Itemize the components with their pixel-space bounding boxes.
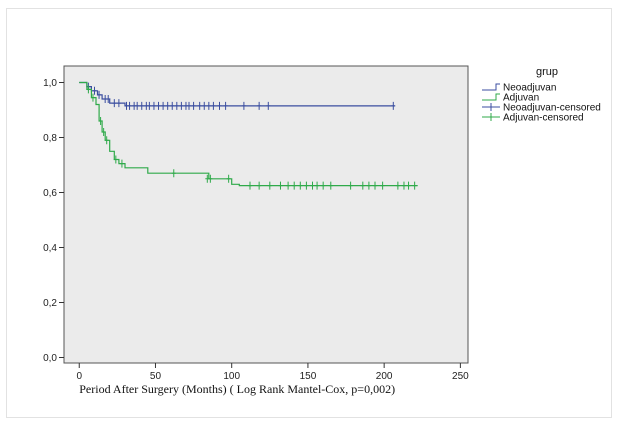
- censor-mark: [366, 181, 371, 190]
- censor-mark: [360, 181, 365, 190]
- censor-mark: [328, 181, 333, 190]
- legend-swatch-step: [482, 93, 500, 101]
- y-axis: 0,0 0,2 0,4 0,6 0,8 1,0: [43, 78, 64, 364]
- x-axis: 0 50 100 150 200 250: [76, 363, 469, 382]
- censor-mark: [101, 128, 106, 136]
- legend-label: Adjuvan: [503, 93, 539, 104]
- censor-mark: [187, 101, 192, 110]
- censor-mark: [206, 101, 211, 110]
- censor-mark: [217, 101, 222, 110]
- censor-mark: [266, 101, 271, 110]
- x-tick-label: 200: [376, 371, 393, 382]
- censor-mark: [174, 101, 179, 110]
- censor-mark: [241, 101, 246, 110]
- censor-mark: [104, 136, 109, 145]
- censor-mark: [147, 101, 152, 110]
- censor-mark: [171, 169, 176, 178]
- censor-mark: [119, 159, 124, 168]
- plot-area: [63, 65, 469, 364]
- censor-mark: [226, 174, 231, 183]
- x-tick-label: 250: [452, 371, 469, 382]
- censor-mark: [257, 101, 262, 110]
- legend-entry: Adjuvan-censored: [482, 113, 584, 124]
- censor-mark: [412, 181, 417, 190]
- x-tick-label: 100: [223, 371, 240, 382]
- legend-entry: Adjuvan: [482, 93, 539, 104]
- y-tick-label: 0,0: [43, 353, 57, 364]
- censor-mark: [202, 101, 207, 110]
- legend-entry: Neoadjuvan-censored: [482, 103, 601, 114]
- x-axis-label: Period After Surgery (Months) ( Log Rank…: [79, 382, 395, 396]
- censor-mark: [310, 181, 315, 190]
- censor-mark: [135, 101, 140, 110]
- censor-mark: [315, 181, 320, 190]
- series-adjuvan: [79, 81, 418, 190]
- x-tick-label: 150: [300, 371, 317, 382]
- censor-mark: [267, 181, 272, 190]
- censor-mark: [90, 93, 95, 102]
- censor-mark: [257, 181, 262, 190]
- censor-mark: [380, 181, 385, 190]
- censor-mark: [278, 181, 283, 190]
- censor-mark: [348, 181, 353, 190]
- censor-mark: [139, 101, 144, 110]
- figure-frame: [6, 8, 612, 418]
- legend-label: Neoadjuvan-censored: [503, 103, 601, 114]
- censor-mark: [197, 101, 202, 110]
- y-tick-label: 0,2: [43, 298, 57, 309]
- censor-mark: [304, 181, 309, 190]
- censor-mark: [292, 181, 297, 190]
- censor-mark: [286, 181, 291, 190]
- y-tick-label: 0,4: [43, 243, 57, 254]
- censor-mark: [211, 101, 216, 110]
- censor-mark: [391, 101, 396, 110]
- y-tick-label: 0,8: [43, 133, 57, 144]
- x-tick-label: 0: [76, 371, 82, 382]
- legend-label: Adjuvan-censored: [503, 113, 584, 124]
- survival-curve-adjuvan: [79, 81, 418, 187]
- censor-mark: [321, 181, 326, 190]
- legend: grup NeoadjuvanAdjuvanNeoadjuvan-censore…: [482, 66, 601, 124]
- legend-label: Neoadjuvan: [503, 83, 556, 94]
- censor-mark: [179, 101, 184, 110]
- censor-mark: [156, 101, 161, 110]
- censor-mark: [298, 181, 303, 190]
- censor-mark: [97, 90, 102, 99]
- censor-mark: [170, 101, 175, 110]
- y-tick-label: 1,0: [43, 78, 57, 89]
- censor-mark: [191, 101, 196, 110]
- censor-mark: [401, 181, 406, 190]
- censor-mark: [373, 181, 378, 190]
- censor-mark: [151, 101, 156, 110]
- legend-entry: Neoadjuvan: [482, 83, 556, 94]
- censor-mark: [86, 85, 91, 94]
- legend-title: grup: [536, 66, 558, 78]
- censor-mark: [395, 181, 400, 190]
- censor-mark: [92, 86, 97, 95]
- censor-mark: [208, 174, 213, 183]
- series-layer: [79, 81, 418, 190]
- censor-mark: [98, 117, 103, 125]
- x-tick-label: 50: [150, 371, 162, 382]
- series-neoadjuvan: [79, 81, 396, 110]
- censor-mark: [127, 101, 132, 110]
- censor-mark: [223, 101, 228, 110]
- censor-mark: [116, 99, 121, 108]
- censor-mark: [113, 155, 118, 164]
- censor-mark: [165, 101, 170, 110]
- y-tick-label: 0,6: [43, 188, 57, 199]
- censor-mark: [112, 99, 117, 108]
- censor-mark: [161, 101, 166, 110]
- censor-mark: [247, 181, 252, 190]
- censor-mark: [106, 95, 111, 103]
- censor-mark: [406, 181, 411, 190]
- legend-swatch-step: [482, 83, 500, 91]
